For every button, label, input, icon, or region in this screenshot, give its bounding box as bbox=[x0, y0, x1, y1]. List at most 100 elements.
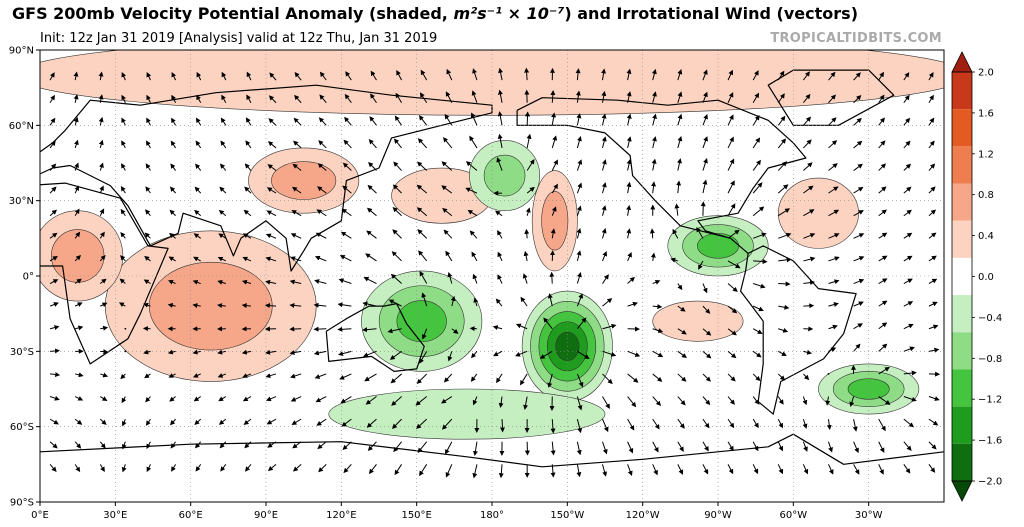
wind-vector bbox=[601, 90, 607, 103]
wind-vector bbox=[551, 183, 558, 194]
wind-vector bbox=[145, 396, 151, 403]
wind-vector bbox=[702, 113, 708, 126]
wind-vector bbox=[903, 418, 914, 428]
wind-vector bbox=[370, 93, 377, 104]
wind-vector bbox=[120, 373, 126, 380]
wind-vector bbox=[339, 255, 352, 262]
wind-vector bbox=[826, 419, 832, 431]
wind-vector bbox=[340, 396, 352, 404]
wind-vector bbox=[447, 351, 453, 362]
wind-vector bbox=[727, 203, 736, 216]
wind-vector bbox=[446, 68, 453, 81]
positive-africa-contour-1 bbox=[50, 229, 105, 283]
wind-vector bbox=[496, 373, 503, 384]
wind-vector bbox=[727, 180, 735, 194]
wind-vector bbox=[777, 396, 784, 405]
wind-vector bbox=[74, 278, 82, 284]
wind-vector bbox=[702, 328, 712, 336]
positive-east-pacific-contour-1 bbox=[541, 191, 569, 251]
lat-label: 30°S bbox=[10, 347, 34, 358]
wind-vector bbox=[217, 279, 226, 285]
wind-vector bbox=[49, 464, 57, 472]
wind-vector bbox=[145, 418, 151, 426]
wind-vector bbox=[903, 464, 911, 474]
wind-vector bbox=[727, 441, 734, 452]
wind-vector bbox=[828, 302, 839, 307]
colorbar-segment bbox=[952, 406, 972, 444]
wind-vector bbox=[677, 373, 687, 382]
wind-vector bbox=[602, 350, 617, 357]
wind-vector bbox=[752, 159, 761, 171]
wind-vector bbox=[828, 324, 838, 330]
wind-vector bbox=[853, 278, 865, 284]
wind-vector bbox=[576, 113, 582, 126]
wind-vector bbox=[267, 141, 277, 149]
wind-vector bbox=[317, 441, 327, 450]
wind-vector bbox=[192, 303, 201, 309]
wind-vector bbox=[576, 272, 582, 284]
wind-vector bbox=[268, 95, 277, 104]
wind-vector bbox=[825, 396, 831, 406]
wind-vector bbox=[362, 327, 377, 333]
wind-vector bbox=[576, 136, 582, 149]
wind-vector bbox=[523, 250, 529, 262]
wind-vector bbox=[169, 186, 176, 194]
wind-vector bbox=[928, 117, 935, 126]
wind-vector bbox=[602, 464, 608, 477]
wind-vector bbox=[219, 186, 227, 194]
wind-vector bbox=[319, 71, 327, 81]
wind-vector bbox=[441, 396, 453, 404]
positive-indian-ocean-contour-1 bbox=[148, 261, 273, 351]
wind-vector bbox=[496, 157, 503, 171]
wind-vector bbox=[143, 349, 151, 355]
wind-vector bbox=[515, 323, 528, 330]
wind-vector bbox=[803, 162, 813, 171]
colorbar-label: 0.4 bbox=[978, 231, 994, 242]
wind-vector bbox=[98, 139, 104, 149]
wind-vector bbox=[752, 441, 759, 452]
wind-vector bbox=[677, 113, 683, 126]
wind-vector bbox=[290, 396, 302, 402]
wind-vector-calm bbox=[124, 350, 127, 353]
wind-vector bbox=[627, 276, 635, 284]
wind-vector bbox=[168, 373, 176, 378]
wind-vector bbox=[269, 72, 277, 81]
wind-vector bbox=[293, 140, 302, 149]
wind-vector bbox=[49, 372, 61, 378]
wind-vector bbox=[651, 181, 657, 194]
wind-vector bbox=[702, 305, 711, 314]
wind-vector bbox=[243, 209, 252, 217]
wind-vector bbox=[367, 184, 377, 194]
wind-vector bbox=[366, 418, 377, 428]
wind-vector bbox=[849, 396, 855, 407]
wind-vector bbox=[828, 209, 840, 217]
wind-vector bbox=[291, 210, 302, 217]
colorbar-segment bbox=[952, 109, 972, 147]
graticule bbox=[40, 50, 944, 502]
wind-vector-calm bbox=[827, 373, 830, 375]
wind-vector bbox=[602, 418, 609, 433]
wind-vector bbox=[601, 228, 607, 239]
wind-vector bbox=[677, 91, 683, 103]
wind-vector bbox=[74, 254, 81, 262]
wind-vector bbox=[828, 279, 840, 285]
colorbar-label: 0.0 bbox=[978, 272, 994, 283]
wind-vector bbox=[493, 350, 503, 357]
wind-vector bbox=[74, 464, 81, 473]
wind-vector bbox=[677, 396, 686, 406]
colorbar-segment bbox=[952, 369, 972, 407]
wind-vector bbox=[465, 187, 478, 194]
wind-vector bbox=[443, 229, 453, 239]
wind-vector bbox=[727, 283, 738, 293]
wind-vector bbox=[49, 72, 55, 81]
australia-coast bbox=[325, 303, 425, 372]
wind-vector bbox=[627, 350, 641, 357]
wind-vector bbox=[315, 232, 327, 239]
wind-vector bbox=[220, 464, 227, 472]
wind-vector bbox=[419, 92, 428, 104]
wind-vector bbox=[497, 89, 503, 103]
wind-vector bbox=[677, 464, 684, 475]
wind-vector bbox=[338, 278, 352, 285]
wind-vector bbox=[601, 68, 607, 81]
wind-vector bbox=[121, 94, 126, 103]
